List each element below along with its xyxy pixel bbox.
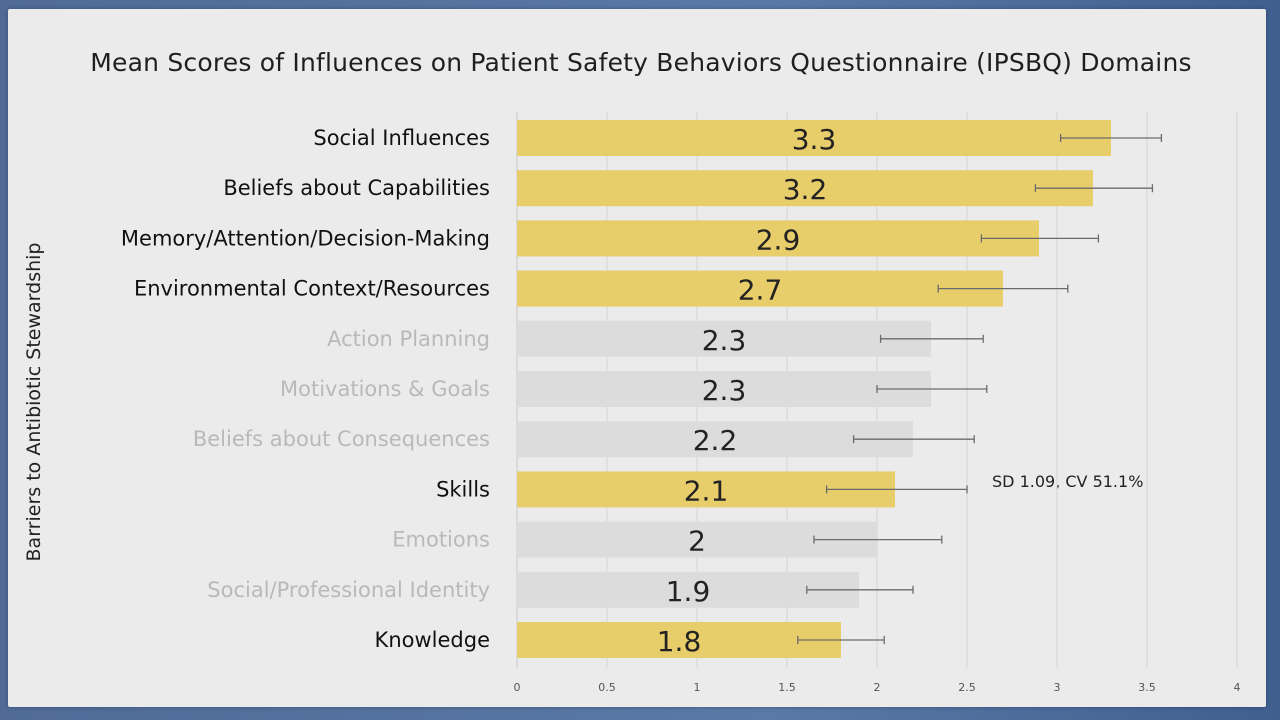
x-tick-label: 3	[1054, 681, 1061, 694]
bars	[517, 120, 1111, 658]
value-label: 2.1	[684, 474, 729, 507]
bar	[517, 371, 931, 407]
category-label: Memory/Attention/Decision-Making	[121, 226, 490, 250]
value-labels: 3.3 3.2 2.9 2.7 2.3 2.3 2.2 2.1 2 1.9 1.8	[657, 123, 837, 658]
value-label: 1.9	[666, 575, 711, 608]
value-label: 2.2	[693, 424, 738, 457]
bar	[517, 622, 841, 658]
category-label: Motivations & Goals	[280, 377, 490, 401]
category-label: Skills	[436, 477, 490, 501]
sd-cv-annotation: SD 1.09, CV 51.1%	[992, 472, 1144, 491]
value-label: 3.2	[783, 173, 828, 206]
category-labels: Social Influences Beliefs about Capabilit…	[121, 126, 490, 652]
x-tick-label: 3.5	[1138, 681, 1156, 694]
x-tick-label: 1	[694, 681, 701, 694]
category-label: Beliefs about Consequences	[193, 427, 490, 451]
bar	[517, 270, 1003, 307]
category-label: Social/Professional Identity	[207, 578, 490, 602]
value-label: 2	[688, 525, 706, 558]
x-tick-label: 4	[1234, 681, 1241, 694]
category-label: Knowledge	[375, 628, 490, 652]
value-label: 1.8	[657, 625, 702, 658]
x-tick-label: 2.5	[958, 681, 976, 694]
category-label: Environmental Context/Resources	[134, 277, 490, 301]
x-tick-label: 2	[874, 681, 881, 694]
category-label: Social Influences	[313, 126, 490, 150]
x-tick-label: 0.5	[598, 681, 616, 694]
value-label: 2.9	[756, 223, 801, 256]
bar	[517, 421, 913, 458]
value-label: 2.3	[702, 374, 747, 407]
bar	[517, 220, 1039, 257]
category-label: Emotions	[392, 528, 490, 552]
x-tick-label: 1.5	[778, 681, 796, 694]
value-label: 3.3	[792, 123, 837, 156]
error-bars	[797, 134, 1163, 644]
bar	[517, 571, 859, 608]
bar	[517, 120, 1111, 156]
bar	[517, 320, 931, 357]
x-tick-labels: 0 0.5 1 1.5 2 2.5 3 3.5 4	[514, 681, 1241, 694]
chart-title: Mean Scores of Influences on Patient Saf…	[90, 48, 1192, 77]
value-label: 2.3	[702, 324, 747, 357]
category-label: Beliefs about Capabilities	[223, 176, 490, 200]
x-tick-label: 0	[514, 681, 521, 694]
category-label: Action Planning	[327, 327, 490, 351]
bar	[517, 170, 1093, 207]
value-label: 2.7	[738, 274, 783, 307]
